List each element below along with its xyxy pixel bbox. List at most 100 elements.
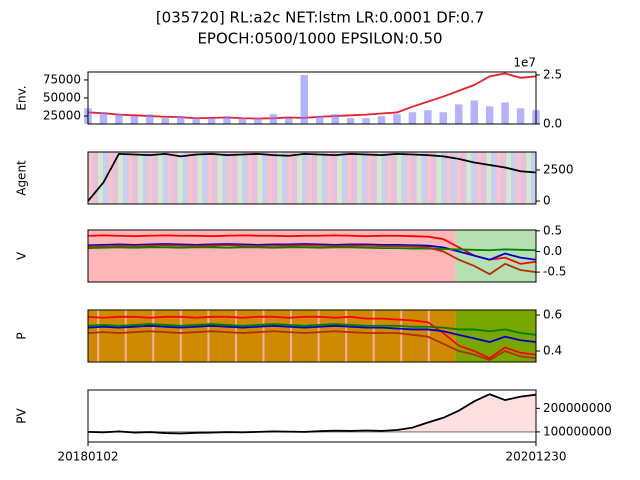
action-stripe — [531, 152, 537, 204]
action-stripe — [232, 152, 238, 204]
volume-bar — [238, 118, 247, 124]
action-stripe — [461, 152, 467, 204]
axes-frame — [87, 229, 537, 283]
action-stripe — [192, 152, 198, 204]
action-stripe — [486, 152, 492, 204]
volume-bar — [269, 114, 278, 124]
y-tick-label: 0 — [543, 194, 551, 208]
action-stripe — [516, 152, 522, 204]
action-stripe — [152, 152, 158, 204]
action-stripe — [431, 152, 437, 204]
background-stripe — [97, 310, 100, 362]
action-stripe — [466, 152, 472, 204]
y-tick-label: 0.6 — [543, 308, 562, 322]
action-stripe — [137, 152, 144, 204]
y-tick-label: 0.4 — [543, 344, 562, 358]
action-stripe — [446, 152, 452, 204]
action-stripe — [426, 152, 432, 204]
volume-bar — [393, 114, 401, 124]
volume-bar — [115, 114, 123, 124]
action-stripe — [132, 152, 139, 204]
volume-bar — [455, 104, 463, 124]
action-stripe — [346, 152, 353, 204]
background-stripe — [262, 310, 265, 362]
y2-tick-label: 2.5 — [543, 67, 562, 81]
action-stripe — [471, 152, 477, 204]
series-line — [87, 243, 537, 261]
axes-frame — [87, 389, 537, 443]
action-stripe — [386, 152, 392, 204]
y-tick-label: 200000000 — [543, 401, 612, 415]
action-stripe — [436, 152, 442, 204]
action-stripe — [177, 152, 183, 204]
action-stripe — [262, 152, 268, 204]
action-stripe — [376, 152, 382, 204]
y-axis-label: P — [15, 332, 29, 339]
action-stripe — [381, 152, 387, 204]
action-stripe — [217, 152, 223, 204]
volume-bar — [223, 116, 231, 124]
action-stripe — [312, 152, 318, 204]
action-stripe — [456, 152, 462, 204]
background-stripe — [234, 310, 237, 362]
action-stripe — [162, 152, 168, 204]
y-tick-label: 25000 — [43, 109, 81, 123]
volume-bar — [130, 116, 139, 124]
action-stripe — [476, 152, 482, 204]
y-axis-label: PV — [15, 407, 29, 423]
action-stripe — [187, 152, 193, 204]
action-stripe — [307, 152, 313, 204]
series-line — [87, 324, 537, 343]
action-stripe — [202, 152, 208, 204]
action-stripe — [222, 152, 228, 204]
y-tick-label: 50000 — [43, 91, 81, 105]
action-stripe — [396, 152, 402, 204]
volume-bar — [516, 108, 525, 124]
action-stripe — [297, 152, 303, 204]
action-stripe — [147, 152, 154, 204]
series-line — [87, 393, 537, 435]
volume-bar — [254, 118, 262, 124]
action-stripe — [97, 152, 104, 204]
action-stripe — [282, 152, 288, 204]
action-stripe — [421, 152, 427, 204]
action-stripe — [247, 152, 253, 204]
series-line — [87, 246, 537, 252]
background-stripe — [179, 310, 182, 362]
action-stripe — [416, 152, 422, 204]
action-stripe — [122, 152, 129, 204]
volume-bar — [408, 112, 417, 124]
volume-bar — [485, 106, 494, 124]
axes-frame — [87, 309, 537, 363]
action-stripe — [142, 152, 149, 204]
action-stripe — [287, 152, 293, 204]
volume-bar — [161, 118, 169, 124]
action-stripe — [112, 152, 119, 204]
volume-bar — [176, 116, 185, 124]
chart-title: [035720] RL:a2c NET:lstm LR:0.0001 DF:0.… — [156, 9, 484, 27]
series-line — [87, 244, 537, 276]
action-stripe — [351, 152, 358, 204]
y-axis-label: V — [15, 251, 29, 260]
background — [455, 230, 536, 282]
background-stripe — [345, 310, 348, 362]
volume-bar — [362, 118, 370, 124]
volume-bar — [346, 118, 355, 124]
series-line — [87, 152, 537, 202]
pv-area — [88, 394, 536, 434]
action-stripe — [336, 152, 343, 204]
action-stripe — [506, 152, 512, 204]
background-stripe — [317, 310, 320, 362]
action-stripe — [521, 152, 527, 204]
y-tick-label: 0.0 — [543, 244, 562, 258]
y-axis-label: Env. — [15, 85, 29, 110]
action-stripe — [316, 152, 323, 204]
action-stripe — [88, 152, 94, 204]
action-stripe — [331, 152, 338, 204]
volume-bar — [377, 116, 386, 124]
action-stripe — [451, 152, 457, 204]
action-stripe — [257, 152, 263, 204]
action-stripe — [292, 152, 298, 204]
action-stripe — [212, 152, 218, 204]
